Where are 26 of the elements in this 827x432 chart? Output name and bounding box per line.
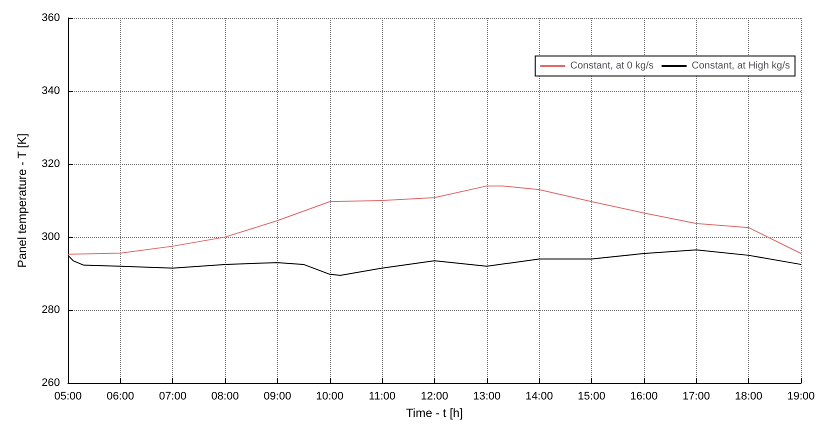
x-tick-label: 17:00: [682, 390, 710, 403]
x-tick-label: 14:00: [525, 390, 553, 403]
y-tick-label: 360: [42, 12, 60, 24]
x-tick-label: 08:00: [211, 390, 239, 403]
y-tick-label: 280: [42, 304, 60, 316]
legend-label: Constant, at High kg/s: [692, 60, 790, 72]
y-tick-label: 300: [42, 231, 60, 244]
x-tick-label: 09:00: [264, 390, 292, 403]
legend-label: Constant, at 0 kg/s: [570, 60, 654, 72]
x-tick-label: 13:00: [473, 390, 501, 403]
x-tick-label: 10:00: [316, 390, 344, 403]
x-tick-label: 19:00: [787, 390, 815, 403]
x-tick-label: 12:00: [420, 390, 448, 403]
x-tick-label: 18:00: [734, 390, 762, 403]
x-tick-label: 16:00: [630, 390, 658, 403]
x-axis-title: Time - t [h]: [406, 406, 463, 420]
x-tick-label: 05:00: [54, 390, 82, 403]
x-tick-label: 06:00: [106, 390, 134, 403]
y-tick-label: 260: [42, 377, 60, 390]
x-tick-label: 11:00: [368, 390, 396, 403]
y-tick-label: 320: [42, 158, 60, 170]
line-series: [68, 185, 802, 255]
x-tick-label: 15:00: [578, 390, 606, 403]
y-tick-label: 340: [42, 85, 60, 98]
y-axis-title: Panel temperature - T [K]: [15, 133, 29, 268]
x-tick-label: 07:00: [158, 390, 186, 403]
